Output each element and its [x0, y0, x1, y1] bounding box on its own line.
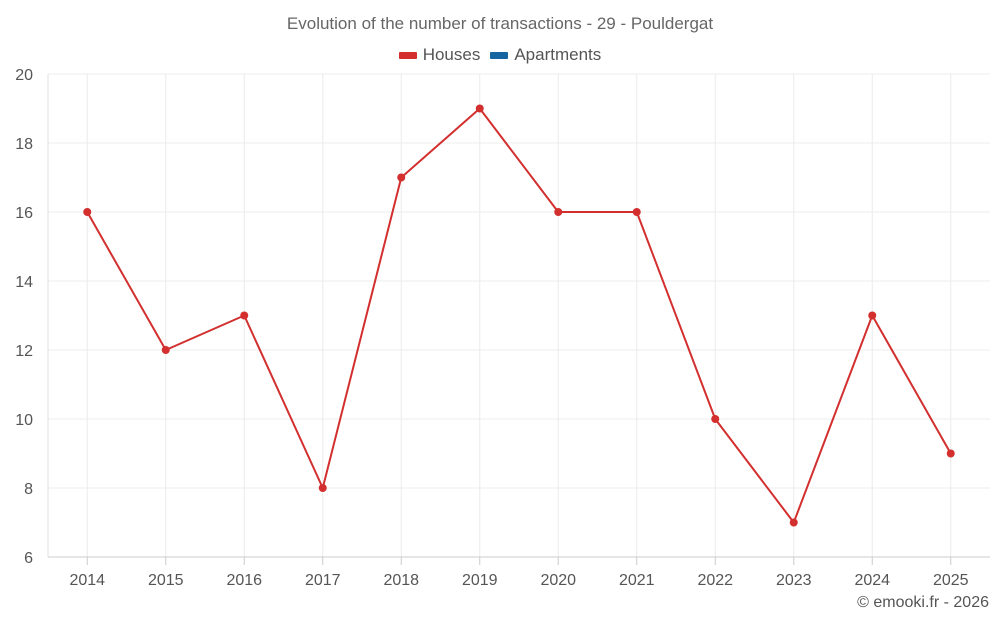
x-axis-tick-labels: 2014 2015 2016 2017 2018 2019 2020 2021 2022 2023…	[69, 572, 968, 589]
axes	[47, 74, 990, 565]
y-tick-label: 20	[15, 67, 33, 84]
y-tick-label: 14	[15, 274, 33, 291]
x-tick-label: 2021	[619, 572, 655, 589]
legend-label-apartments: Apartments	[514, 45, 602, 64]
legend-item-apartments[interactable]: Apartments	[490, 45, 601, 65]
y-tick-label: 16	[15, 205, 33, 222]
legend-label-houses: Houses	[422, 45, 481, 64]
data-point	[632, 208, 641, 216]
series-lines	[86, 107, 952, 524]
legend-item-houses[interactable]: Houses	[398, 45, 481, 65]
x-tick-label: 2018	[383, 572, 419, 589]
series-points	[83, 104, 955, 527]
credit-text: © emooki.fr - 2026	[857, 594, 989, 611]
data-point	[868, 311, 877, 320]
x-tick-label: 2023	[776, 572, 812, 589]
data-point	[240, 311, 249, 320]
data-point	[946, 449, 955, 458]
series-line-houses	[86, 107, 952, 524]
data-point	[554, 208, 563, 216]
x-tick-label: 2014	[69, 572, 105, 589]
data-point	[475, 104, 484, 113]
y-tick-label: 12	[15, 343, 33, 360]
x-tick-label: 2016	[226, 572, 262, 589]
y-tick-label: 6	[24, 550, 33, 567]
grid-lines	[48, 73, 990, 557]
x-tick-label: 2017	[305, 572, 341, 589]
y-tick-label: 18	[15, 136, 33, 153]
legend-swatch-apartments	[490, 51, 509, 59]
x-tick-label: 2024	[854, 572, 890, 589]
data-point	[711, 415, 720, 423]
chart-title: Evolution of the number of transactions …	[286, 14, 714, 33]
x-tick-label: 2025	[933, 572, 969, 589]
y-tick-label: 10	[15, 412, 33, 429]
chart-legend: Houses Apartments	[0, 45, 1000, 65]
legend-swatch-houses	[398, 51, 417, 59]
data-point	[397, 173, 406, 182]
x-tick-label: 2019	[462, 572, 498, 589]
y-tick-label: 8	[24, 481, 33, 498]
x-tick-label: 2015	[148, 572, 184, 589]
x-tick-label: 2020	[540, 572, 576, 589]
data-point	[83, 208, 92, 216]
y-axis-tick-labels: 6 8 10 12 14 16 18 20	[15, 67, 33, 567]
x-tick-label: 2022	[697, 572, 733, 589]
data-point	[789, 518, 798, 527]
data-point	[161, 346, 170, 354]
data-point	[318, 484, 327, 492]
